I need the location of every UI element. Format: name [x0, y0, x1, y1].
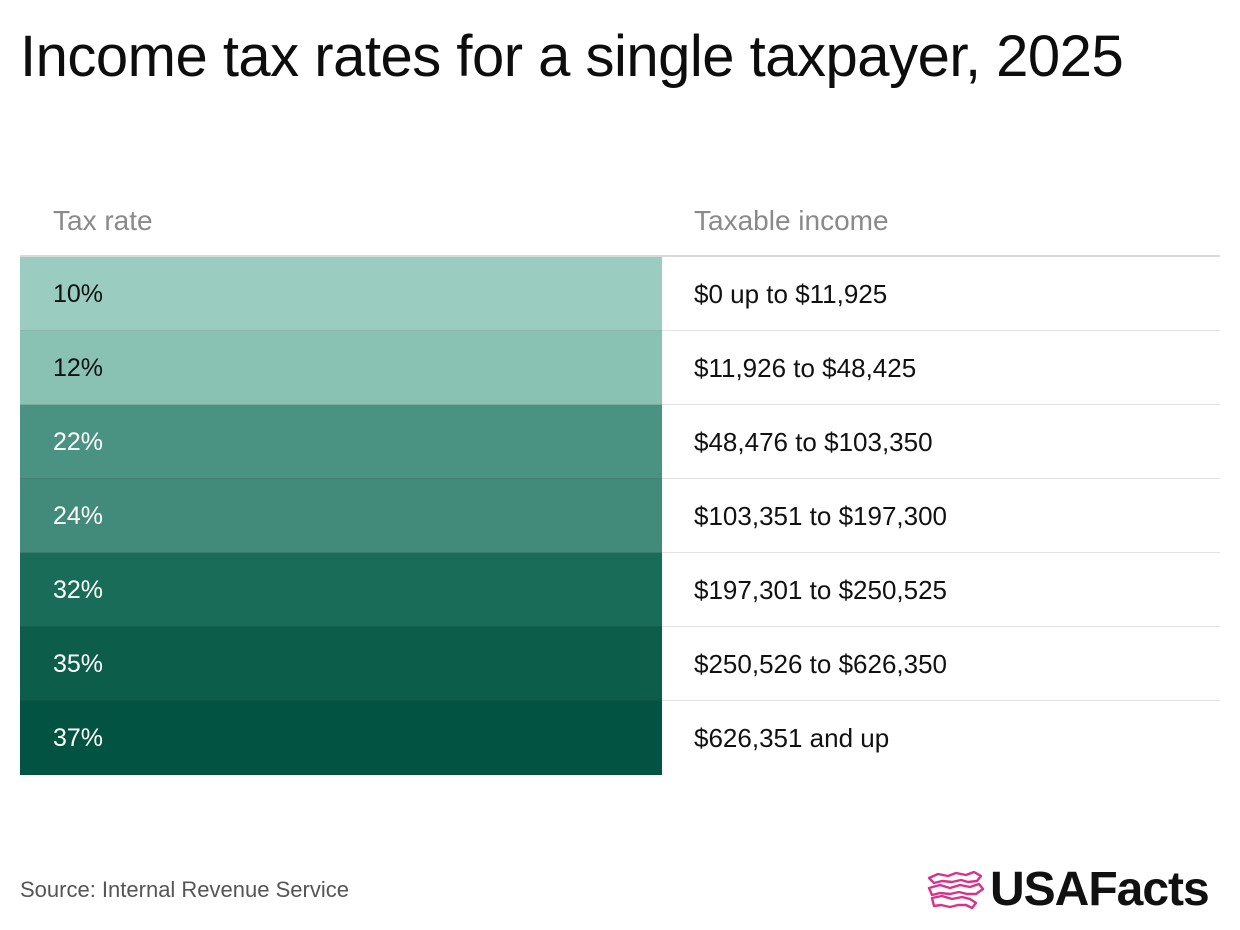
table-header: Tax rate Taxable income — [20, 184, 1220, 257]
rate-cell: 24% — [20, 479, 662, 553]
income-cell: $626,351 and up — [662, 701, 1220, 775]
rate-cell: 10% — [20, 257, 662, 331]
rate-cell: 22% — [20, 405, 662, 479]
table-body: 10% $0 up to $11,925 12% $11,926 to $48,425… — [20, 257, 1220, 775]
income-cell: $197,301 to $250,525 — [662, 553, 1220, 627]
tax-rate-value: 32% — [53, 576, 104, 604]
header-taxable-income: Taxable income — [694, 205, 889, 236]
table-row: 12% $11,926 to $48,425 — [20, 331, 1220, 405]
logo-wordmark: USAFacts — [990, 863, 1210, 916]
taxable-income-value: $250,526 to $626,350 — [694, 649, 948, 679]
usafacts-logo: USAFacts — [926, 862, 1222, 918]
taxable-income-value: $48,476 to $103,350 — [694, 427, 933, 457]
rate-cell: 12% — [20, 331, 662, 405]
table-row: 10% $0 up to $11,925 — [20, 257, 1220, 331]
tax-rate-value: 24% — [53, 502, 104, 530]
tax-rate-table: Tax rate Taxable income 10% $0 up to $11,… — [20, 184, 1220, 775]
taxable-income-value: $11,926 to $48,425 — [694, 353, 917, 383]
chart-title: Income tax rates for a single taxpayer, … — [20, 24, 1124, 89]
tax-rate-value: 37% — [53, 724, 104, 752]
header-tax-rate: Tax rate — [53, 205, 153, 236]
rate-cell: 35% — [20, 627, 662, 701]
tax-rate-value: 35% — [53, 650, 104, 678]
income-cell: $103,351 to $197,300 — [662, 479, 1220, 553]
source-note: Source: Internal Revenue Service — [20, 877, 349, 902]
table-row: 35% $250,526 to $626,350 — [20, 627, 1220, 701]
taxable-income-value: $103,351 to $197,300 — [694, 501, 948, 531]
income-cell: $11,926 to $48,425 — [662, 331, 1220, 405]
table-row: 24% $103,351 to $197,300 — [20, 479, 1220, 553]
income-cell: $48,476 to $103,350 — [662, 405, 1220, 479]
table-row: 22% $48,476 to $103,350 — [20, 405, 1220, 479]
income-cell: $0 up to $11,925 — [662, 257, 1220, 331]
table-row: 32% $197,301 to $250,525 — [20, 553, 1220, 627]
rate-cell: 37% — [20, 701, 662, 775]
taxable-income-value: $0 up to $11,925 — [694, 279, 888, 309]
table-row: 37% $626,351 and up — [20, 701, 1220, 775]
rate-cell: 32% — [20, 553, 662, 627]
income-cell: $250,526 to $626,350 — [662, 627, 1220, 701]
us-map-logo-icon — [927, 870, 985, 910]
tax-rate-value: 12% — [53, 354, 104, 382]
taxable-income-value: $197,301 to $250,525 — [694, 575, 948, 605]
tax-rate-value: 10% — [53, 280, 104, 308]
taxable-income-value: $626,351 and up — [694, 723, 890, 753]
tax-rate-value: 22% — [53, 428, 104, 456]
